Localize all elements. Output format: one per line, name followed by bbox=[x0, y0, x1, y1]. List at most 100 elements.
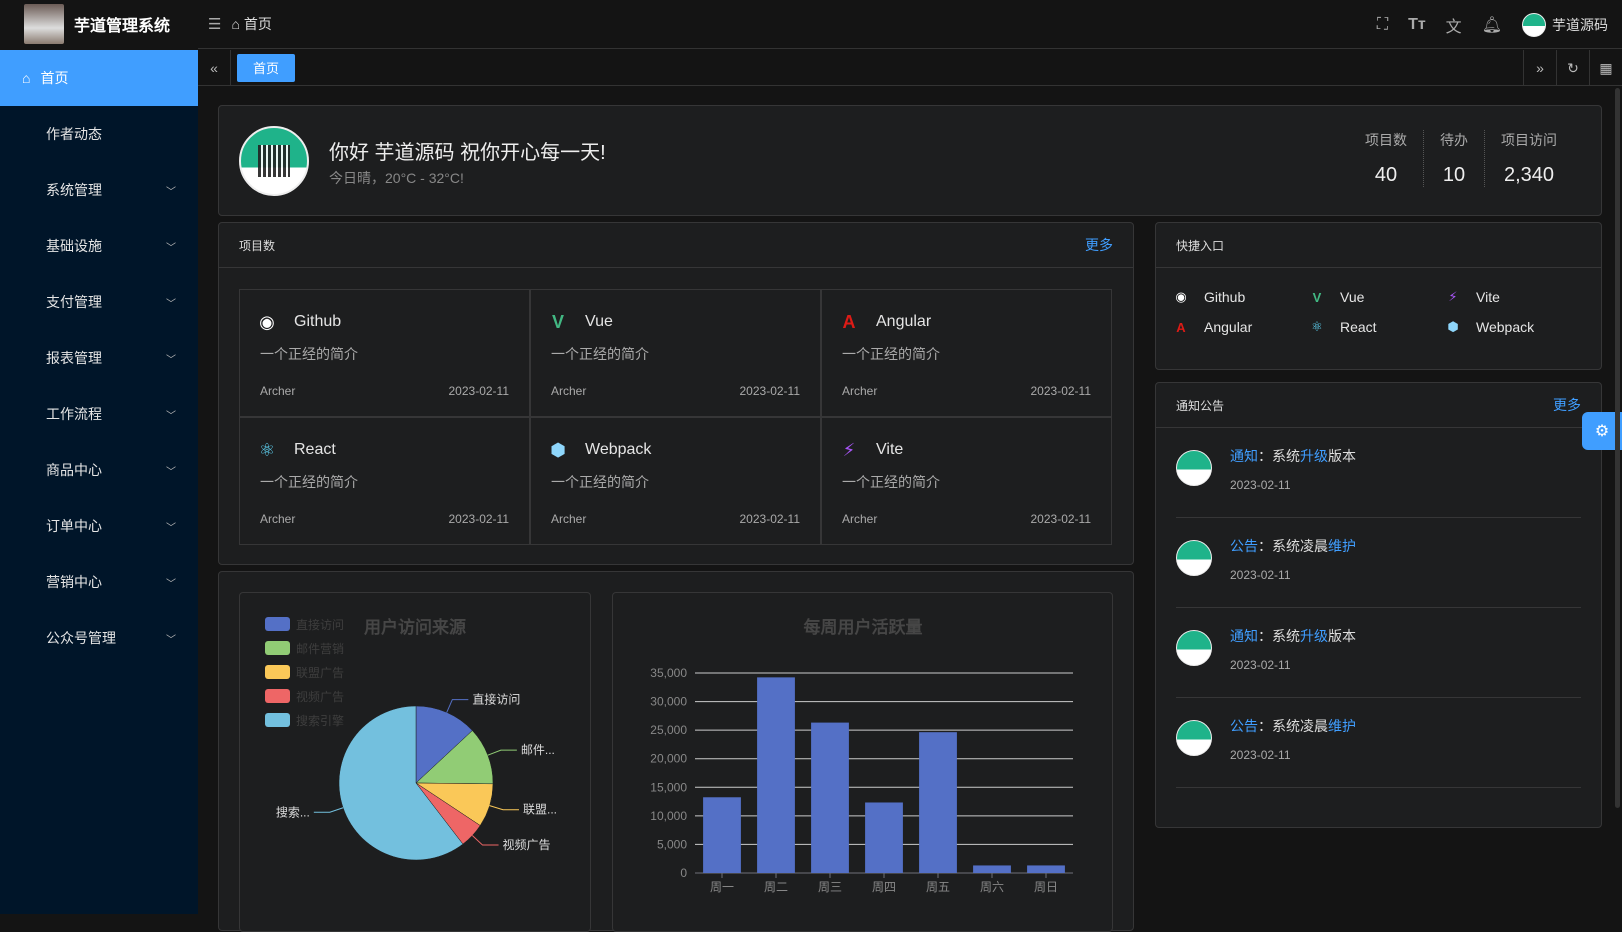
sidebar-item[interactable]: ⌂ 首页 bbox=[0, 50, 198, 106]
notice-sep: ： bbox=[1258, 718, 1272, 734]
notice-highlight: 维护 bbox=[1328, 538, 1356, 554]
project-date: 2023-02-11 bbox=[739, 384, 801, 398]
project-card[interactable]: ⚡ Vite 一个正经的简介 Archer 2023-02-11 bbox=[821, 417, 1112, 545]
greeting-title: 你好 芋道源码 祝你开心每一天! bbox=[329, 142, 606, 164]
legend-swatch bbox=[265, 713, 290, 727]
stat-item: 项目访问 2,340 bbox=[1485, 130, 1573, 187]
legend-label: 联盟广告 bbox=[296, 666, 344, 680]
angular-icon: A bbox=[842, 311, 856, 332]
project-card[interactable]: ◉ Github 一个正经的简介 Archer 2023-02-11 bbox=[239, 289, 530, 417]
project-desc: 一个正经的简介 bbox=[260, 346, 358, 362]
grid-menu-icon[interactable]: ▦ bbox=[1589, 50, 1622, 86]
quick-entry-item[interactable]: V Vue bbox=[1308, 288, 1444, 306]
slice-label: 邮件... bbox=[521, 743, 555, 757]
sidebar-item[interactable]: 订单中心 ﹀ bbox=[0, 498, 198, 554]
project-card[interactable]: ⬢ Webpack 一个正经的简介 Archer 2023-02-11 bbox=[530, 417, 821, 545]
x-tick-label: 周四 bbox=[872, 880, 896, 894]
quick-entry-item[interactable]: ⚛ React bbox=[1308, 318, 1444, 336]
quick-entry-item[interactable]: A Angular bbox=[1172, 318, 1308, 336]
notice-item[interactable]: 通知：系统升级版本 2023-02-11 bbox=[1176, 428, 1581, 518]
legend-swatch bbox=[265, 641, 290, 655]
quick-entry-item[interactable]: ⬢ Webpack bbox=[1444, 318, 1580, 336]
y-tick-label: 5,000 bbox=[657, 837, 687, 851]
y-tick-label: 25,000 bbox=[650, 723, 687, 737]
sidebar-item[interactable]: 营销中心 ﹀ bbox=[0, 554, 198, 610]
font-size-icon[interactable]: Tт bbox=[1408, 15, 1426, 33]
notice-sep: ： bbox=[1258, 628, 1272, 644]
chevron-down-icon: ﹀ bbox=[166, 354, 176, 366]
fullscreen-icon[interactable]: ⛶ bbox=[1376, 15, 1389, 33]
y-tick-label: 0 bbox=[680, 866, 687, 880]
tabs-bar: « 首页 » ↻ ▦ bbox=[198, 49, 1622, 86]
notice-type: 通知 bbox=[1230, 628, 1258, 644]
sidebar-item[interactable]: 工作流程 ﹀ bbox=[0, 386, 198, 442]
label-line bbox=[313, 807, 344, 813]
sidebar-item[interactable]: 支付管理 ﹀ bbox=[0, 274, 198, 330]
project-date: 2023-02-11 bbox=[1030, 512, 1092, 526]
sidebar-item[interactable]: 报表管理 ﹀ bbox=[0, 330, 198, 386]
notice-highlight: 维护 bbox=[1328, 718, 1356, 734]
user-menu[interactable]: 芋道源码 bbox=[1522, 12, 1608, 37]
avatar bbox=[1176, 630, 1212, 666]
menu-collapse-icon[interactable]: ☰ bbox=[208, 16, 222, 33]
sidebar-item[interactable]: 商品中心 ﹀ bbox=[0, 442, 198, 498]
project-date: 2023-02-11 bbox=[448, 512, 510, 526]
project-card[interactable]: ⚛ React 一个正经的简介 Archer 2023-02-11 bbox=[239, 417, 530, 545]
tabs-scroll-left-button[interactable]: « bbox=[198, 49, 231, 86]
webpack-icon: ⬢ bbox=[1447, 319, 1459, 334]
tab-home[interactable]: 首页 bbox=[237, 53, 296, 82]
bell-icon[interactable]: 🔔︎ bbox=[1481, 16, 1502, 34]
quick-entry-card: 快捷入口 ◉ Github V Vue ⚡ Vite A Angular ⚛ React ⬢ Webp… bbox=[1155, 222, 1602, 370]
logo[interactable]: 芋道管理系统 bbox=[0, 0, 198, 49]
stat-value: 2,340 bbox=[1503, 164, 1555, 186]
notice-highlight: 升级 bbox=[1300, 628, 1328, 644]
chevron-down-icon: ﹀ bbox=[166, 410, 176, 422]
avatar bbox=[1176, 540, 1212, 576]
notice-item[interactable]: 公告：系统凌晨维护 2023-02-11 bbox=[1176, 518, 1581, 608]
x-tick-label: 周一 bbox=[710, 880, 734, 894]
project-card[interactable]: A Angular 一个正经的简介 Archer 2023-02-11 bbox=[821, 289, 1112, 417]
notice-title: 通知公告 bbox=[1176, 398, 1225, 413]
quick-entry-item[interactable]: ⚡ Vite bbox=[1444, 288, 1580, 306]
scrollbar[interactable] bbox=[1615, 88, 1620, 808]
project-date: 2023-02-11 bbox=[739, 512, 801, 526]
sidebar-item-label: 工作流程 bbox=[46, 406, 102, 422]
project-author: Archer bbox=[260, 384, 296, 398]
x-tick-label: 周二 bbox=[764, 880, 788, 894]
sidebar-item[interactable]: 基础设施 ﹀ bbox=[0, 218, 198, 274]
quick-entry-item[interactable]: ◉ Github bbox=[1172, 288, 1308, 306]
vue-icon: V bbox=[551, 311, 564, 332]
project-name: React bbox=[294, 441, 336, 458]
notice-item[interactable]: 公告：系统凌晨维护 2023-02-11 bbox=[1176, 698, 1581, 788]
breadcrumb[interactable]: ⌂ 首页 bbox=[231, 14, 271, 34]
refresh-icon[interactable]: ↻ bbox=[1556, 50, 1589, 86]
notice-more-link[interactable]: 更多 bbox=[1553, 397, 1581, 413]
project-card[interactable]: V Vue 一个正经的简介 Archer 2023-02-11 bbox=[530, 289, 821, 417]
chevron-down-icon: ﹀ bbox=[166, 186, 176, 198]
pie-chart-box: 用户访问来源 直接访问 邮件营销 联盟广告 视频广告 搜索引擎 直接访问 邮件... 联盟...… bbox=[239, 592, 591, 932]
projects-more-link[interactable]: 更多 bbox=[1085, 237, 1113, 253]
sidebar-item-label: 系统管理 bbox=[46, 182, 102, 198]
notice-highlight: 升级 bbox=[1300, 448, 1328, 464]
stat-label: 待办 bbox=[1440, 132, 1468, 148]
bar bbox=[973, 865, 1011, 873]
notice-date: 2023-02-11 bbox=[1230, 478, 1291, 492]
sidebar-item[interactable]: 作者动态 bbox=[0, 106, 198, 162]
slice-label: 联盟... bbox=[523, 803, 557, 817]
stat-value: 10 bbox=[1442, 164, 1466, 186]
pie-title: 用户访问来源 bbox=[364, 617, 466, 637]
translate-icon[interactable]: 文 bbox=[1445, 18, 1462, 36]
quick-title: 快捷入口 bbox=[1176, 238, 1225, 253]
y-tick-label: 30,000 bbox=[650, 695, 687, 709]
sidebar-item[interactable]: 系统管理 ﹀ bbox=[0, 162, 198, 218]
notice-item[interactable]: 通知：系统升级版本 2023-02-11 bbox=[1176, 608, 1581, 698]
bar-chart-box: 每周用户活跃量 0 5,000 10,000 15,000 20,000 25,000 30,… bbox=[612, 592, 1113, 932]
project-desc: 一个正经的简介 bbox=[842, 474, 940, 490]
bar bbox=[865, 802, 903, 873]
sidebar-item[interactable]: 公众号管理 ﹀ bbox=[0, 610, 198, 666]
y-tick-label: 20,000 bbox=[650, 752, 687, 766]
tabs-scroll-right-button[interactable]: » bbox=[1523, 50, 1556, 86]
project-name: Angular bbox=[876, 313, 932, 330]
legend-label: 视频广告 bbox=[296, 689, 344, 704]
project-name: Vue bbox=[585, 313, 613, 330]
